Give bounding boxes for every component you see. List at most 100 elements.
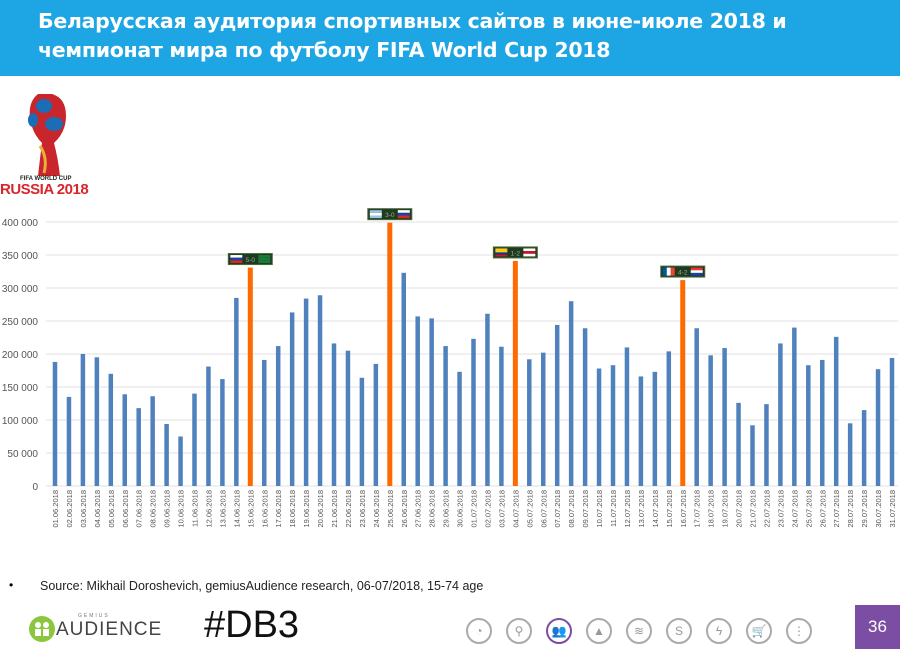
x-tick-label: 07.07.2018 <box>553 490 562 528</box>
bar <box>554 324 560 486</box>
bar <box>108 373 114 486</box>
bar <box>666 351 672 486</box>
bar <box>373 363 379 486</box>
x-tick-label: 09.07.2018 <box>581 490 590 528</box>
x-tick-label: 29.07.2018 <box>860 490 869 528</box>
y-tick-label: 200 000 <box>2 350 39 361</box>
bar <box>792 327 797 486</box>
mountain-icon[interactable]: ▲ <box>586 618 612 644</box>
bar <box>387 222 393 486</box>
bar <box>206 366 211 486</box>
logo-caption: FIFA WORLD CUP <box>20 176 72 182</box>
y-tick-label: 300 000 <box>2 284 39 295</box>
flag-russia-icon <box>397 212 410 216</box>
hashtag: #DB3 <box>204 604 300 646</box>
bar-chart: 0 50 000 100 000 150 000 200 000 250 000 300 0… <box>2 208 898 528</box>
bar <box>652 371 658 486</box>
x-tick-label: 16.06.2018 <box>260 490 269 528</box>
x-tick-label: 23.07.2018 <box>776 490 785 528</box>
bar <box>499 346 504 486</box>
flag-uruguay-icon <box>369 215 382 219</box>
bar <box>778 343 783 486</box>
lightning-icon[interactable]: ϟ <box>706 618 732 644</box>
x-tick-label: 08.06.2018 <box>149 490 158 528</box>
bar <box>317 295 323 486</box>
bar <box>415 316 420 486</box>
x-tick-label: 08.07.2018 <box>567 490 576 528</box>
page-title: Беларусская аудитория спортивных сайтов … <box>38 7 878 65</box>
x-tick-label: 31.07.2018 <box>888 490 897 528</box>
bar <box>638 376 644 486</box>
match-score: 5-0 <box>246 257 256 264</box>
whistle-icon[interactable]: ◔ <box>466 618 492 644</box>
bar <box>485 313 490 486</box>
x-tick-label: 27.07.2018 <box>832 490 841 528</box>
match-label <box>660 265 706 278</box>
x-tick-label: 24.06.2018 <box>372 490 381 528</box>
x-tick-label: 12.07.2018 <box>623 490 632 528</box>
x-tick-label: 05.07.2018 <box>525 490 534 528</box>
y-tick-label: 350 000 <box>2 251 39 262</box>
bar <box>429 318 434 486</box>
x-tick-label: 13.06.2018 <box>218 490 227 528</box>
x-tick-label: 10.06.2018 <box>177 490 186 528</box>
x-tick-label: 02.06.2018 <box>65 490 74 528</box>
flag-croatia-icon <box>690 272 703 276</box>
flag-colombia-icon <box>495 252 508 255</box>
location-pin-icon[interactable]: ⚲ <box>506 618 532 644</box>
bar <box>861 410 867 486</box>
x-tick-label: 01.06.2018 <box>51 490 60 528</box>
bar <box>806 365 811 486</box>
flag-england-icon <box>523 248 536 252</box>
bar <box>331 343 337 486</box>
match-score: 4-2 <box>678 270 688 277</box>
bar <box>94 357 100 486</box>
x-tick-label: 10.07.2018 <box>595 490 604 528</box>
x-tick-label: 17.07.2018 <box>693 490 702 528</box>
source-note: Source: Mikhail Doroshevich, gemiusAudie… <box>40 579 484 593</box>
bar <box>624 347 630 486</box>
flag-russia-icon <box>397 215 410 219</box>
x-tick-label: 04.06.2018 <box>93 490 102 528</box>
x-tick-label: 28.06.2018 <box>428 490 437 528</box>
x-tick-label: 03.06.2018 <box>79 490 88 528</box>
bar <box>136 408 141 486</box>
y-tick-label: 0 <box>32 482 38 493</box>
flag-croatia-icon <box>690 270 703 273</box>
wifi-icon[interactable]: ≋ <box>626 618 652 644</box>
match-label <box>492 246 538 259</box>
bar <box>512 260 518 486</box>
flag-france-icon <box>666 267 671 276</box>
flag-colombia-icon <box>495 254 508 257</box>
bar <box>889 357 895 486</box>
traffic-light-icon[interactable]: ⋮ <box>786 618 812 644</box>
bar <box>722 348 727 486</box>
x-tick-label: 13.07.2018 <box>637 490 646 528</box>
flag-russia-icon <box>397 210 410 213</box>
x-tick-label: 22.07.2018 <box>762 490 771 528</box>
x-tick-label: 18.06.2018 <box>288 490 297 528</box>
flag-france-icon <box>662 267 667 276</box>
bar <box>694 328 699 486</box>
bar <box>764 404 769 486</box>
x-tick-label: 14.07.2018 <box>651 490 660 528</box>
match-label <box>227 253 273 266</box>
flag-england-icon <box>523 251 536 254</box>
cart-icon[interactable]: 🛒 <box>746 618 772 644</box>
x-tick-label: 27.06.2018 <box>414 490 423 528</box>
bar <box>750 425 755 486</box>
bar <box>568 301 574 486</box>
x-tick-label: 25.07.2018 <box>804 490 813 528</box>
bar <box>457 371 462 486</box>
x-tick-label: 02.07.2018 <box>483 490 492 528</box>
bar <box>875 369 881 486</box>
audience-icon[interactable]: 👥 <box>546 618 572 644</box>
brand-small: GEMIUS <box>78 613 110 619</box>
flag-colombia-icon <box>495 248 508 251</box>
header-banner: Беларусская аудитория спортивных сайтов … <box>0 0 900 76</box>
s-icon[interactable]: S <box>666 618 692 644</box>
bar <box>345 350 351 486</box>
x-tick-label: 12.06.2018 <box>204 490 213 528</box>
bar <box>401 272 406 486</box>
y-tick-label: 400 000 <box>2 218 39 229</box>
